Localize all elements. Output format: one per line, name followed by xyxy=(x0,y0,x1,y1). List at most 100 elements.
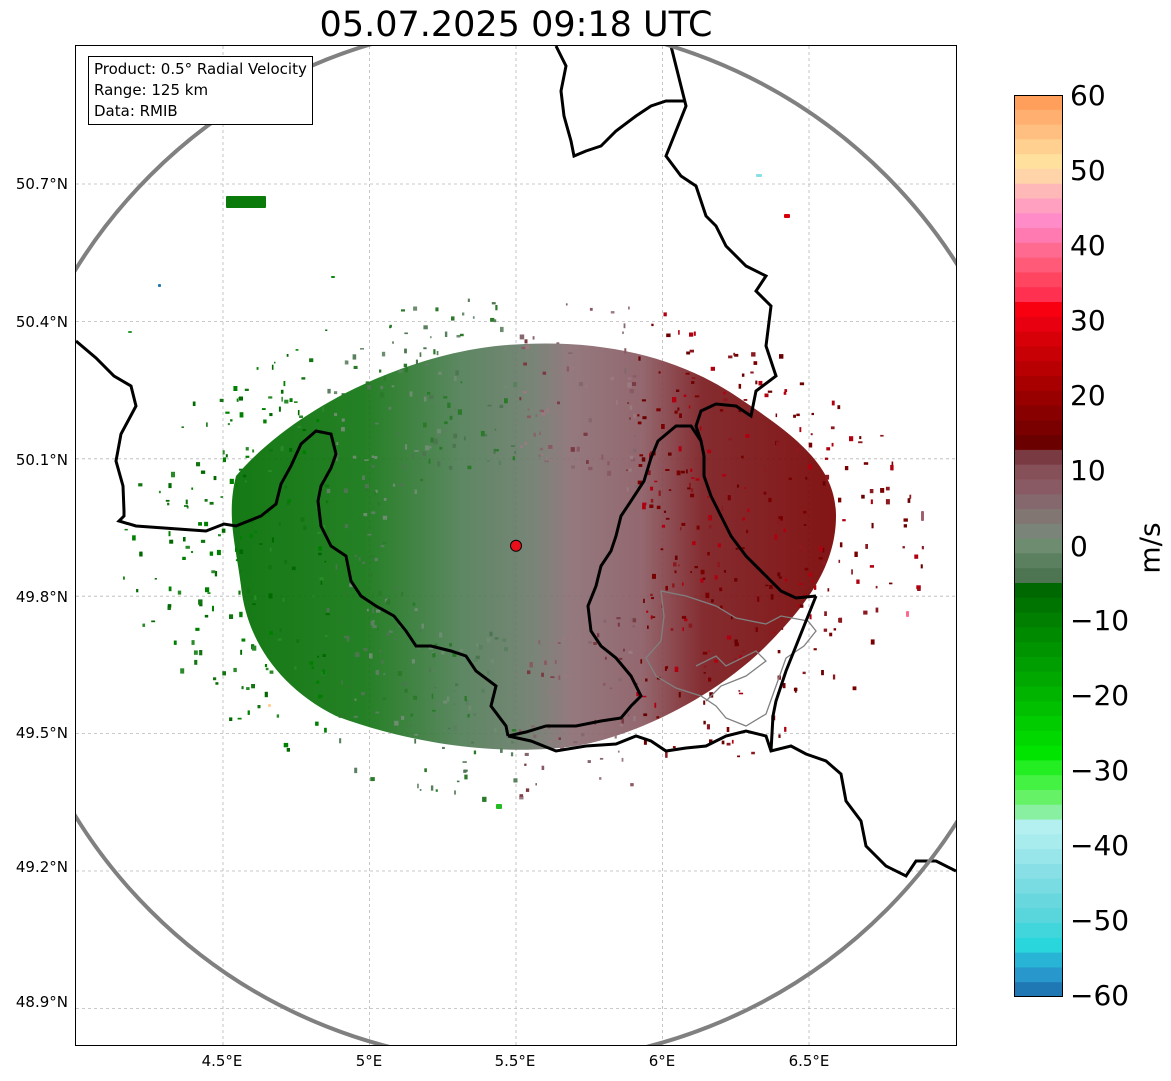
velocity-speckle xyxy=(691,377,696,380)
velocity-speckle xyxy=(856,579,860,584)
velocity-speckle xyxy=(433,349,436,355)
velocity-speckle xyxy=(222,457,226,463)
velocity-speckle xyxy=(627,382,632,388)
colorbar-segment xyxy=(1014,390,1063,407)
colorbar-tick-label: 0 xyxy=(1070,530,1088,563)
colorbar-tick-label: −30 xyxy=(1070,754,1130,787)
velocity-speckle xyxy=(434,399,437,403)
radar-map[interactable] xyxy=(75,45,957,1046)
velocity-speckle xyxy=(264,664,268,668)
velocity-speckle xyxy=(741,547,745,550)
velocity-speckle xyxy=(235,547,238,552)
velocity-speckle xyxy=(838,497,842,503)
velocity-speckle xyxy=(464,696,467,702)
velocity-speckle xyxy=(422,451,427,457)
velocity-speckle xyxy=(254,530,258,533)
velocity-speckle xyxy=(414,608,418,612)
velocity-speckle xyxy=(401,715,405,720)
velocity-speckle xyxy=(229,717,233,721)
velocity-speckle xyxy=(292,566,296,571)
velocity-speckle xyxy=(269,670,274,674)
velocity-speckle xyxy=(632,375,637,378)
velocity-speckle xyxy=(233,386,238,391)
velocity-speckle xyxy=(633,716,636,722)
velocity-speckle xyxy=(336,457,338,462)
velocity-speckle xyxy=(628,377,632,380)
velocity-speckle xyxy=(630,458,636,462)
velocity-speckle xyxy=(914,554,919,559)
velocity-speckle xyxy=(680,470,685,474)
velocity-speckle xyxy=(428,458,431,464)
velocity-speckle xyxy=(549,459,553,462)
velocity-speckle xyxy=(731,739,734,744)
velocity-speckle xyxy=(907,498,911,503)
velocity-speckle xyxy=(419,352,422,357)
velocity-speckle xyxy=(385,598,389,602)
velocity-speckle xyxy=(650,593,653,596)
velocity-speckle xyxy=(614,735,617,739)
velocity-speckle xyxy=(404,332,408,335)
velocity-speckle xyxy=(252,645,257,651)
velocity-speckle xyxy=(581,733,585,737)
velocity-speckle xyxy=(239,549,244,554)
velocity-speckle xyxy=(489,631,493,637)
velocity-speckle xyxy=(180,668,185,674)
velocity-speckle xyxy=(177,590,182,595)
velocity-speckle xyxy=(734,639,738,643)
velocity-speckle xyxy=(299,415,303,418)
isolated-echo xyxy=(128,331,132,333)
velocity-speckle xyxy=(235,559,238,562)
velocity-speckle xyxy=(739,655,743,659)
velocity-speckle xyxy=(281,396,283,402)
velocity-speckle xyxy=(419,789,422,791)
velocity-speckle xyxy=(191,487,194,490)
velocity-speckle xyxy=(808,442,813,448)
colorbar-segment xyxy=(1014,863,1063,880)
velocity-speckle xyxy=(428,446,432,449)
velocity-speckle xyxy=(502,638,507,642)
velocity-speckle xyxy=(354,767,358,774)
velocity-speckle xyxy=(132,535,136,541)
velocity-speckle xyxy=(432,653,436,658)
velocity-speckle xyxy=(424,395,426,398)
velocity-speckle xyxy=(265,667,269,671)
colorbar-segment xyxy=(1014,745,1063,762)
velocity-speckle xyxy=(200,470,206,474)
velocity-speckle xyxy=(721,740,725,745)
velocity-speckle xyxy=(726,727,730,732)
velocity-speckle xyxy=(728,437,733,441)
lat-tick-label: 49.2°N xyxy=(15,858,68,876)
velocity-speckle xyxy=(429,395,434,399)
velocity-speckle xyxy=(776,441,780,446)
velocity-speckle xyxy=(647,470,651,476)
velocity-speckle xyxy=(617,750,620,753)
velocity-speckle xyxy=(742,517,745,521)
colorbar-segment xyxy=(1014,449,1063,466)
velocity-speckle xyxy=(200,539,206,543)
velocity-speckle xyxy=(279,628,282,632)
velocity-speckle xyxy=(457,409,462,415)
velocity-speckle xyxy=(705,592,710,599)
data-source-line: Data: RMIB xyxy=(94,102,178,120)
velocity-speckle xyxy=(459,333,464,337)
velocity-speckle xyxy=(318,694,322,699)
velocity-speckle xyxy=(322,406,324,412)
colorbar-segment xyxy=(1014,775,1063,791)
velocity-speckle xyxy=(514,714,517,720)
velocity-speckle xyxy=(819,546,823,552)
velocity-speckle xyxy=(585,385,588,388)
velocity-speckle xyxy=(409,391,413,397)
velocity-speckle xyxy=(519,794,524,797)
velocity-speckle xyxy=(599,777,602,780)
velocity-speckle xyxy=(425,363,429,366)
velocity-speckle xyxy=(641,399,646,402)
velocity-speckle xyxy=(616,400,618,406)
velocity-speckle xyxy=(734,658,737,662)
velocity-speckle xyxy=(777,519,781,524)
velocity-speckle xyxy=(535,414,538,417)
velocity-speckle xyxy=(510,445,516,447)
velocity-speckle xyxy=(865,544,868,549)
velocity-speckle xyxy=(183,537,186,542)
velocity-speckle xyxy=(513,778,518,783)
velocity-speckle xyxy=(423,325,428,330)
